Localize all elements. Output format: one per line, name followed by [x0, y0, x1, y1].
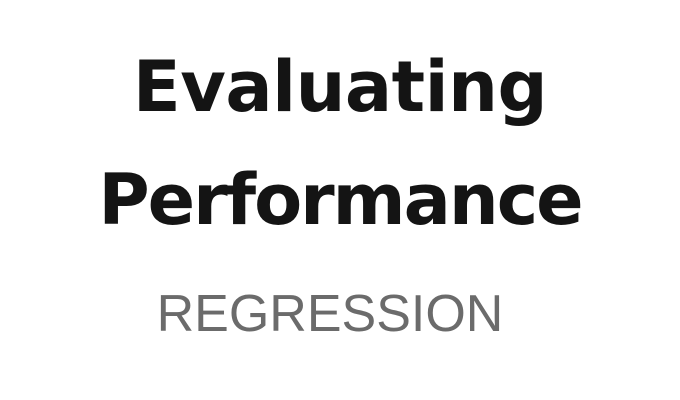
slide-title-line-1: Evaluating: [132, 46, 548, 128]
slide-title-line-2: Performance: [98, 159, 583, 241]
slide-subtitle: REGRESSION: [156, 285, 504, 343]
